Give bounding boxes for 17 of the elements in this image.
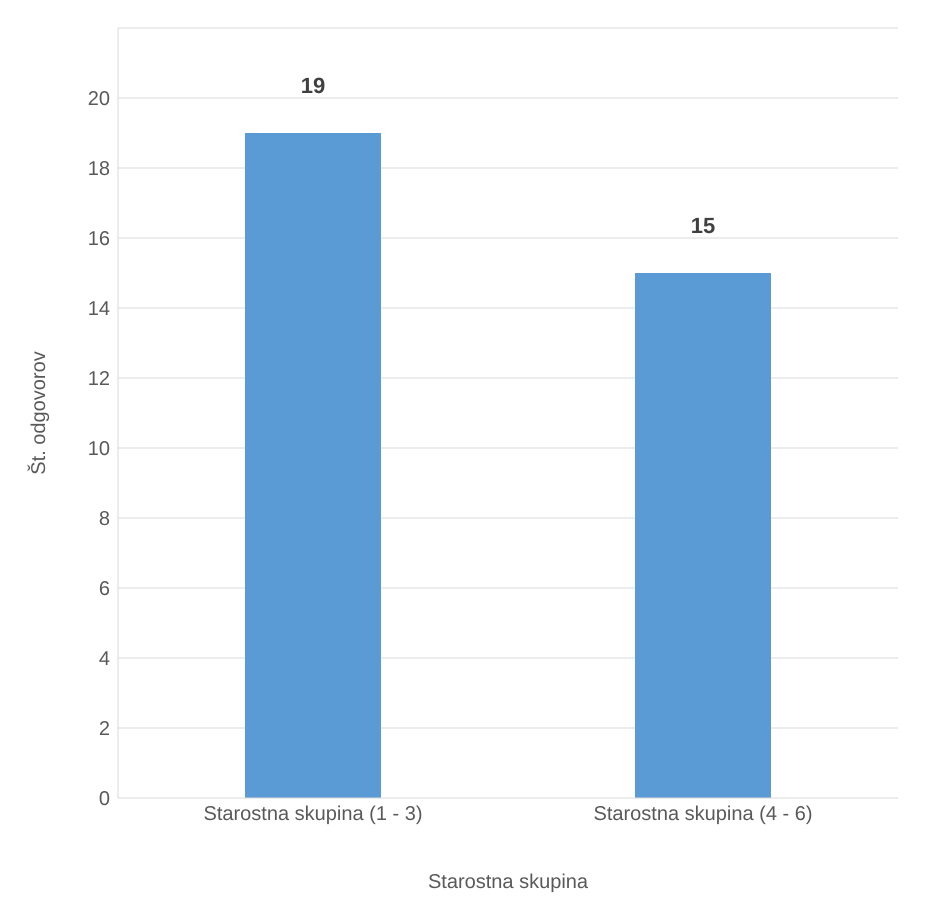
x-axis-title: Starostna skupina [428,871,589,893]
y-tick-label: 6 [98,578,110,600]
y-tick-label: 16 [88,228,110,250]
y-axis-title: Št. odgovorov [27,351,50,475]
y-tick-label: 0 [98,788,110,810]
y-tick-label: 12 [88,368,110,390]
y-tick-label: 14 [88,298,110,320]
x-tick-label: Starostna skupina (4 - 6) [594,803,812,826]
y-tick-label: 18 [88,158,110,180]
y-tick-label: 20 [88,88,110,110]
y-tick-label: 8 [98,508,110,530]
y-tick-label: 4 [98,648,110,670]
data-label: 15 [690,213,716,238]
data-label: 19 [300,73,326,98]
y-tick-label: 10 [88,438,110,460]
y-tick-label: 2 [98,718,110,740]
x-tick-label: Starostna skupina (1 - 3) [204,803,422,826]
